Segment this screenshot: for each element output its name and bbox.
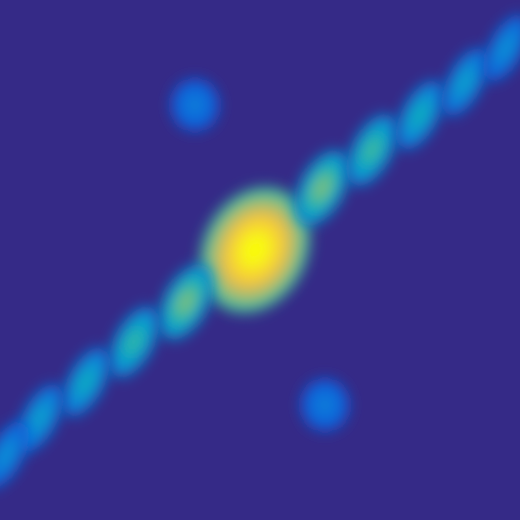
spot-level bbox=[447, 60, 483, 105]
spots bbox=[0, 8, 520, 495]
spot-level bbox=[358, 132, 387, 167]
background bbox=[0, 0, 520, 520]
spot-level bbox=[307, 169, 338, 206]
spot-level bbox=[120, 325, 148, 360]
spot-level bbox=[224, 217, 286, 283]
spot-level bbox=[0, 445, 14, 465]
spot-level bbox=[474, 8, 520, 88]
spot bbox=[301, 379, 349, 431]
spot-level bbox=[53, 341, 120, 424]
spot-level bbox=[352, 126, 391, 174]
spot-level bbox=[484, 20, 520, 76]
spot-level bbox=[386, 73, 453, 156]
spot-level bbox=[412, 105, 429, 126]
spot-level bbox=[165, 276, 208, 327]
spot-level bbox=[236, 229, 274, 270]
spot-level bbox=[0, 421, 33, 489]
spot-level bbox=[336, 106, 408, 194]
spot-level bbox=[185, 95, 204, 116]
spot-level bbox=[171, 283, 202, 320]
spot-level bbox=[58, 347, 115, 418]
spot-level bbox=[78, 372, 95, 393]
spot-level bbox=[289, 148, 355, 227]
spot-level bbox=[171, 79, 219, 131]
spot-level bbox=[0, 415, 38, 495]
spot-level bbox=[488, 26, 520, 70]
spot-level bbox=[301, 162, 344, 213]
spot-level bbox=[363, 139, 381, 161]
spot bbox=[99, 299, 169, 386]
spot-level bbox=[391, 80, 448, 151]
spot-level bbox=[175, 83, 216, 127]
spot-level bbox=[295, 155, 349, 220]
spot-level bbox=[319, 399, 331, 412]
spot-level bbox=[308, 387, 342, 423]
spot-level bbox=[397, 86, 444, 144]
spot-level bbox=[189, 99, 201, 112]
heatmap bbox=[0, 0, 520, 520]
spot-level bbox=[32, 408, 48, 428]
spot-level bbox=[178, 87, 212, 123]
spot-level bbox=[312, 391, 338, 420]
spot-level bbox=[0, 433, 24, 477]
spot bbox=[53, 341, 120, 424]
spot-level bbox=[452, 66, 478, 99]
spot bbox=[336, 106, 408, 194]
spot-level bbox=[305, 383, 346, 427]
spot-level bbox=[73, 365, 100, 398]
spot-level bbox=[104, 305, 164, 379]
spot-level bbox=[115, 318, 154, 366]
spot-level bbox=[0, 427, 28, 483]
spot bbox=[386, 73, 453, 156]
chart-container bbox=[0, 0, 520, 520]
spot-level bbox=[301, 379, 349, 431]
spot-level bbox=[159, 269, 213, 334]
spot-level bbox=[342, 113, 403, 187]
spot bbox=[474, 8, 520, 88]
spot-level bbox=[176, 290, 195, 313]
spot-level bbox=[153, 262, 219, 341]
spot-level bbox=[125, 331, 143, 353]
spot bbox=[0, 415, 38, 495]
spot-level bbox=[498, 38, 514, 58]
spot-level bbox=[27, 402, 53, 435]
spot-level bbox=[407, 98, 434, 131]
spot-level bbox=[0, 439, 19, 471]
spot-level bbox=[437, 47, 492, 116]
spot-level bbox=[457, 72, 473, 92]
spot-level bbox=[479, 14, 520, 82]
spot-level bbox=[493, 32, 518, 64]
spot-level bbox=[109, 312, 158, 373]
spot-level bbox=[442, 53, 488, 110]
spot-level bbox=[182, 91, 208, 120]
spot bbox=[147, 255, 224, 348]
spot-level bbox=[68, 359, 105, 405]
spot-level bbox=[99, 299, 169, 386]
spot-level bbox=[315, 395, 334, 416]
spot-level bbox=[312, 176, 331, 199]
spot-level bbox=[63, 353, 110, 411]
spot-level bbox=[201, 192, 309, 308]
spot-level bbox=[402, 92, 439, 138]
spot-level bbox=[147, 255, 224, 348]
spot-level bbox=[347, 119, 397, 180]
spot-level bbox=[213, 205, 298, 296]
spot bbox=[171, 79, 219, 131]
